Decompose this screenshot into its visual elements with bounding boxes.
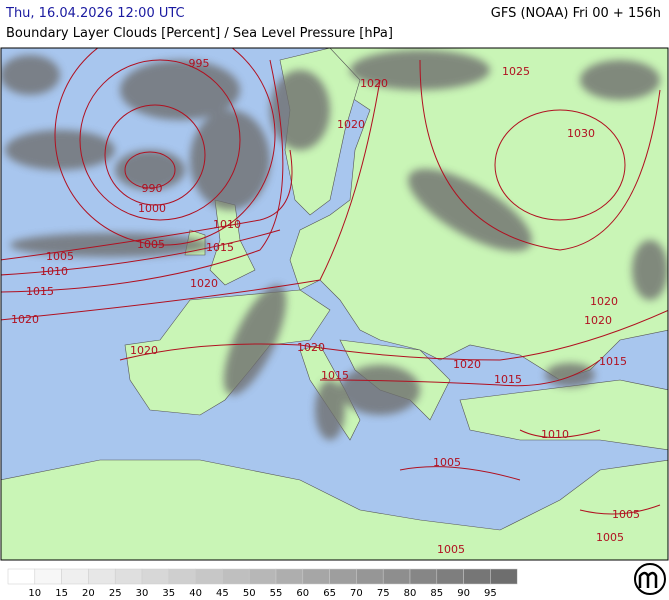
legend-swatch [168,568,196,585]
isobar-label: 1005 [612,508,640,521]
isobar-label: 1005 [46,250,74,263]
legend-label: 30 [136,588,149,599]
legend-label: 45 [216,588,229,599]
legend-label: 50 [243,588,256,599]
legend-label: 55 [270,588,283,599]
isobar-label: 1005 [596,531,624,544]
legend-swatch [436,568,464,585]
legend-swatch [275,568,304,585]
legend-label: 85 [430,588,443,599]
isobar-label: 1020 [584,314,612,327]
isobar-label: 1020 [190,277,218,290]
legend-label: 20 [82,588,95,599]
legend-swatch [302,568,330,585]
legend-label: 90 [457,588,470,599]
model-run: GFS (NOAA) Fri 00 + 156h [490,6,661,21]
legend-swatch [356,568,384,585]
isobar-label: 1020 [337,118,365,131]
legend-label: 80 [404,588,417,599]
map-frame [0,47,669,561]
isobar-label: 1020 [360,77,388,90]
isobar-label: 995 [189,57,210,70]
legend-swatch [329,568,357,585]
map-title: Boundary Layer Clouds [Percent] / Sea Le… [6,26,393,41]
map-area: 995 1020 1025 1020 1030 990 1000 1010 1005 1015 10… [1,48,668,560]
legend-label: 75 [377,588,390,599]
isobar-label: 1010 [213,218,241,231]
legend-label: 40 [189,588,202,599]
isobar-label: 1020 [11,313,39,326]
legend-swatch [490,568,518,585]
legend-swatch [7,568,36,585]
isobars [1,48,668,515]
legend-label: 60 [296,588,309,599]
isobar-label: 1015 [206,241,234,254]
isobar-label: 1015 [26,285,54,298]
isobar-label: 990 [142,182,163,195]
isobar-label: 1030 [567,127,595,140]
legend-label: 70 [350,588,363,599]
isobar-label: 1020 [130,344,158,357]
legend-swatch [88,568,116,585]
legend-swatch [409,568,438,585]
isobar-label: 1005 [137,238,165,251]
isobar-label: 1010 [40,265,68,278]
datetime: Thu, 16.04.2026 12:00 UTC [6,6,185,21]
legend-label: 35 [162,588,175,599]
legend-label: 95 [484,588,497,599]
isobar-label: 1020 [297,341,325,354]
isobar-label: 1020 [453,358,481,371]
legend-swatch [141,568,170,585]
legend-label: 25 [109,588,122,599]
isobar-label: 1010 [541,428,569,441]
legend-label: 10 [28,588,41,599]
legend-swatch [248,568,277,585]
legend-swatch [222,568,250,585]
legend-swatch [382,568,411,585]
isobar-label: 1015 [494,373,522,386]
isobar-label: 1005 [437,543,465,556]
isobar-label: 1015 [599,355,627,368]
isobar-label: 1020 [590,295,618,308]
legend-swatch [195,568,223,585]
logo [634,563,666,595]
isobar-label: 1000 [138,202,166,215]
legend-swatch [34,568,62,585]
legend-label: 65 [323,588,336,599]
legend-label: 15 [55,588,68,599]
isobar-label: 1005 [433,456,461,469]
legend-swatch [114,568,143,585]
legend-swatch [61,568,89,585]
isobar-label: 1015 [321,369,349,382]
legend-swatch [463,568,491,585]
isobar-label: 1025 [502,65,530,78]
legend: 10 15 20 25 30 35 40 45 50 55 60 65 70 75 80 85 90 95 [7,568,518,599]
